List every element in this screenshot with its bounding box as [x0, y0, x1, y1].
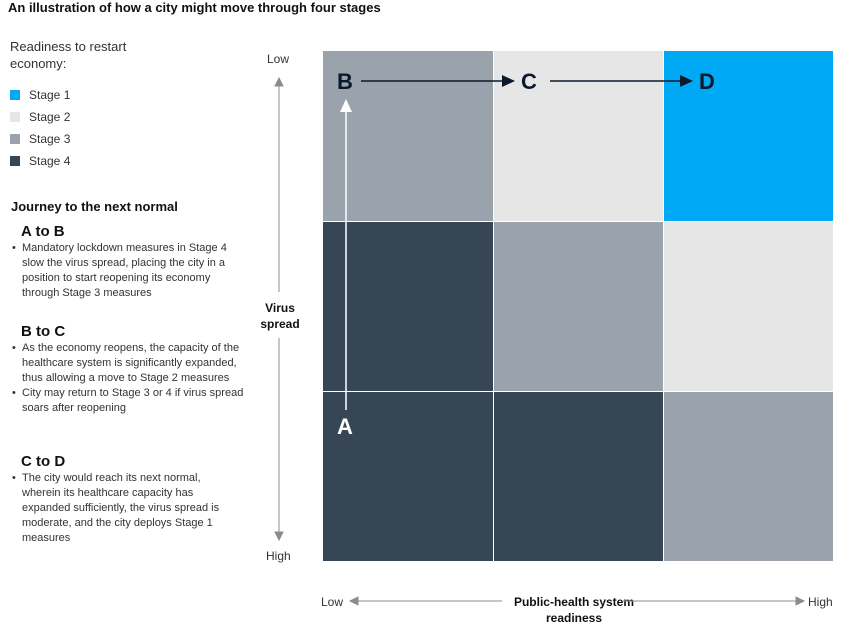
step-title-a-to-b: A to B	[21, 223, 65, 240]
grid-cell-stage-4	[323, 221, 493, 391]
legend-title: Readiness to restart economy:	[10, 39, 127, 71]
y-axis-title: Virus spread	[260, 301, 300, 331]
x-axis-arrowhead-right	[795, 596, 806, 606]
legend-swatch	[10, 134, 20, 144]
y-axis-arrowhead-down	[274, 531, 284, 542]
x-axis-arrowhead-left	[348, 596, 359, 606]
journey-title: Journey to the next normal	[11, 199, 178, 214]
legend-swatch	[10, 112, 20, 122]
bullet: City may return to Stage 3 or 4 if virus…	[12, 386, 250, 416]
figure-title: An illustration of how a city might move…	[8, 0, 381, 15]
step-bullets-b-to-c: As the economy reopens, the capacity of …	[12, 341, 250, 416]
node-a: A	[337, 414, 353, 439]
arrowhead-d	[680, 75, 693, 87]
legend-item-stage-3: Stage 3	[10, 132, 70, 146]
legend-swatch	[10, 156, 20, 166]
y-axis-top-label: Low	[267, 52, 290, 66]
grid-dividers	[323, 51, 833, 561]
y-axis-bottom-label: High	[266, 549, 291, 563]
grid-cell-stage-3	[493, 221, 663, 391]
arrowhead-b	[340, 99, 352, 112]
step-title-c-to-d: C to D	[21, 453, 66, 470]
x-axis-left-label: Low	[321, 595, 344, 609]
legend-label: Stage 2	[29, 110, 71, 124]
legend-item-stage-4: Stage 4	[10, 154, 70, 168]
grid-cell-stage-4	[323, 391, 493, 561]
legend-label: Stage 1	[29, 88, 71, 102]
legend-swatch	[10, 90, 20, 100]
legend-label: Stage 4	[29, 154, 71, 168]
legend-item-stage-2: Stage 2	[10, 110, 70, 124]
x-axis-right-label: High	[808, 595, 833, 609]
x-axis-title: Public-health system readiness	[505, 594, 643, 626]
bullet: Mandatory lockdown measures in Stage 4 s…	[12, 241, 234, 301]
legend-label: Stage 3	[29, 132, 71, 146]
node-b: B	[337, 69, 353, 94]
node-c: C	[521, 69, 537, 94]
grid-cell-stage-1	[663, 51, 833, 221]
step-bullets-a-to-b: Mandatory lockdown measures in Stage 4 s…	[12, 241, 234, 301]
y-axis-arrowhead-up	[274, 76, 284, 87]
bullet: As the economy reopens, the capacity of …	[12, 341, 250, 386]
bullet: The city would reach its next normal, wh…	[12, 471, 234, 546]
step-title-b-to-c: B to C	[21, 323, 66, 340]
legend-item-stage-1: Stage 1	[10, 88, 70, 102]
stage-grid	[323, 51, 833, 561]
grid-cell-stage-4	[493, 391, 663, 561]
step-bullets-c-to-d: The city would reach its next normal, wh…	[12, 471, 234, 546]
grid-cell-stage-2	[493, 51, 663, 221]
grid-cell-stage-3	[663, 391, 833, 561]
grid-cell-stage-2	[663, 221, 833, 391]
grid-cell-stage-3	[323, 51, 493, 221]
arrowhead-c	[502, 75, 515, 87]
node-d: D	[699, 69, 715, 94]
